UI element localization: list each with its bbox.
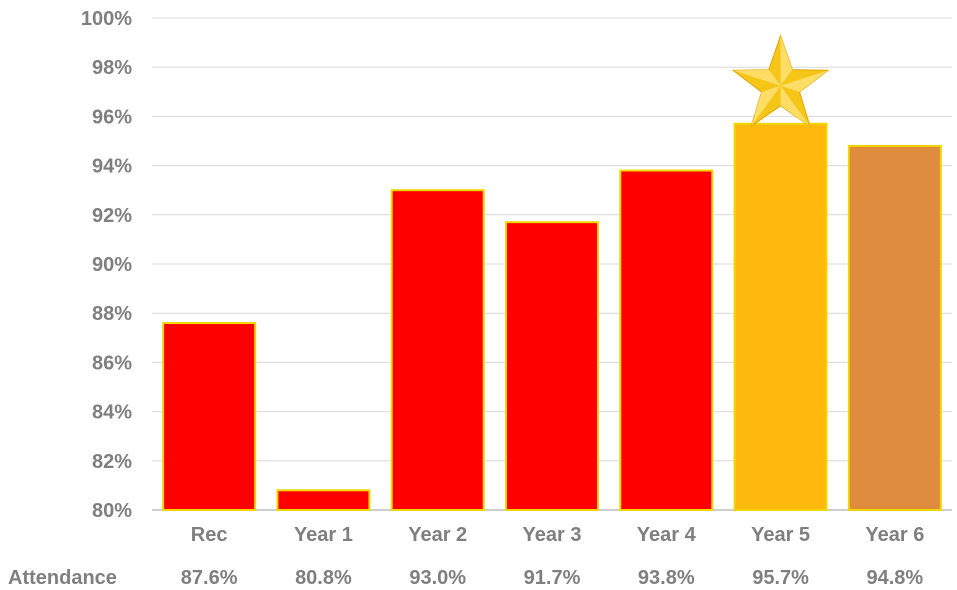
x-category-label: Year 1 [294, 524, 353, 546]
y-tick-label: 80% [92, 500, 132, 522]
x-axis-category-labels: Rec Year 1 Year 2 Year 3 Year 4 Year 5 Year 6 [191, 524, 925, 546]
bar-year-5 [733, 122, 828, 511]
attendance-value: 87.6% [181, 567, 238, 589]
y-tick-label: 84% [92, 402, 132, 424]
attendance-value: 93.0% [409, 567, 466, 589]
attendance-value: 95.7% [752, 567, 809, 589]
bars [162, 122, 942, 512]
x-category-label: Year 6 [865, 524, 924, 546]
y-tick-label: 98% [92, 57, 132, 79]
attendance-value: 93.8% [638, 567, 695, 589]
table-row-label: Attendance [8, 567, 117, 589]
bar-year-3 [505, 221, 599, 511]
bar-rec [162, 322, 257, 512]
x-category-label: Year 5 [751, 524, 810, 546]
attendance-value: 94.8% [866, 567, 923, 589]
star-facet [780, 70, 829, 92]
x-category-label: Year 4 [637, 524, 697, 546]
x-category-label: Year 2 [408, 524, 467, 546]
attendance-value-row: Attendance 87.6% 80.8% 93.0% 91.7% 93.8% 95.7… [8, 567, 923, 589]
star-facet [780, 35, 793, 86]
x-category-label: Rec [191, 524, 228, 546]
bar-year-1 [276, 489, 371, 512]
y-tick-label: 88% [92, 303, 132, 325]
y-tick-label: 82% [92, 451, 132, 473]
y-tick-label: 94% [92, 156, 132, 178]
y-tick-label: 90% [92, 254, 132, 276]
star-facet [751, 85, 781, 127]
attendance-value: 91.7% [524, 567, 581, 589]
y-tick-label: 96% [92, 106, 132, 128]
bar-year-4 [619, 169, 714, 512]
y-tick-label: 92% [92, 205, 132, 227]
x-category-label: Year 3 [523, 524, 582, 546]
bar-year-2 [390, 189, 485, 511]
y-tick-label: 86% [92, 352, 132, 374]
bar-year-6 [847, 144, 942, 511]
y-tick-label: 100% [81, 8, 132, 30]
star-facet [780, 85, 810, 127]
y-axis-tick-labels: 80% 82% 84% 86% 88% 90% 92% 94% 96% 98% 100% [81, 8, 132, 522]
attendance-value: 80.8% [295, 567, 352, 589]
star-icon [731, 34, 830, 128]
star-facet [733, 69, 781, 86]
